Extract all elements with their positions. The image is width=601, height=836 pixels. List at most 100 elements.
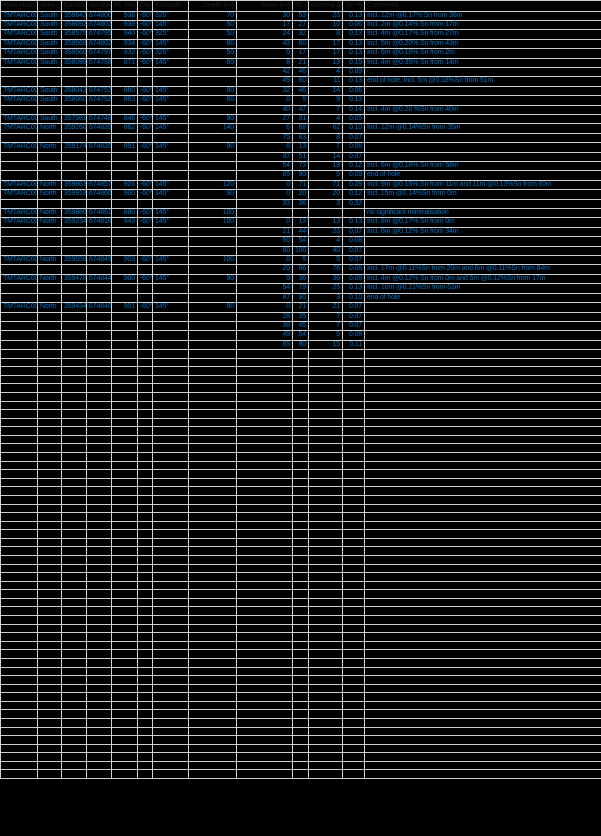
empty-cell[interactable] — [152, 520, 189, 531]
empty-cell[interactable] — [152, 718, 189, 728]
empty-cell[interactable] — [86, 349, 112, 359]
empty-cell[interactable] — [61, 529, 87, 539]
empty-cell[interactable] — [61, 357, 87, 368]
empty-cell[interactable] — [61, 494, 87, 505]
empty-cell[interactable] — [61, 572, 87, 582]
empty-cell[interactable] — [0, 580, 38, 591]
empty-cell[interactable] — [292, 460, 309, 471]
empty-cell[interactable] — [0, 503, 38, 514]
empty-cell[interactable] — [342, 572, 365, 582]
cell-interval[interactable]: 14 — [308, 151, 343, 163]
cell-from[interactable]: 0 — [236, 95, 293, 106]
cell-to[interactable]: 13 — [292, 217, 309, 228]
empty-cell[interactable] — [152, 383, 189, 393]
empty-cell[interactable] — [111, 606, 138, 617]
empty-cell[interactable] — [292, 718, 309, 728]
empty-cell[interactable] — [292, 752, 309, 762]
cell-hole-id[interactable]: TMTARC0044 — [0, 10, 38, 21]
empty-cell[interactable] — [292, 366, 309, 376]
cell-comment[interactable] — [364, 302, 601, 313]
cell-northing[interactable]: 6748402 — [86, 302, 112, 313]
cell-from[interactable]: 0 — [236, 255, 293, 266]
empty-cell[interactable] — [37, 417, 62, 428]
empty-cell[interactable] — [236, 503, 293, 514]
cell-grade[interactable]: 0.07 — [342, 311, 365, 322]
cell-interval[interactable]: 5 — [308, 255, 343, 266]
empty-cell[interactable] — [37, 383, 62, 393]
empty-cell[interactable] — [308, 520, 343, 531]
cell-dip[interactable] — [137, 198, 153, 210]
cell-area[interactable]: North — [37, 208, 62, 219]
cell-hole-id[interactable]: TMTARC0058 — [0, 217, 38, 228]
cell-hole-id[interactable] — [0, 198, 38, 210]
cell-area[interactable] — [37, 292, 62, 304]
empty-cell[interactable] — [308, 580, 343, 591]
empty-cell[interactable] — [137, 529, 153, 539]
cell-comment[interactable] — [364, 330, 601, 341]
empty-cell[interactable] — [292, 700, 309, 711]
cell-dip[interactable]: -60° — [137, 95, 153, 106]
cell-from[interactable]: 0 — [236, 189, 293, 200]
empty-cell[interactable] — [61, 718, 87, 728]
cell-easting[interactable]: 358098 — [61, 57, 87, 68]
cell-northing[interactable] — [86, 160, 112, 172]
cell-grade[interactable]: 0.09 — [342, 179, 365, 191]
cell-comment[interactable]: Incl. 5m @0.20% Sn from 43m — [364, 38, 601, 50]
empty-cell[interactable] — [308, 374, 343, 385]
cell-depth[interactable]: 80 — [188, 85, 237, 97]
cell-easting[interactable]: 358569 — [61, 38, 87, 50]
empty-cell[interactable] — [0, 383, 38, 393]
cell-interval[interactable]: 40 — [308, 245, 343, 257]
empty-cell[interactable] — [37, 400, 62, 411]
cell-grade[interactable]: 0.32 — [342, 198, 365, 210]
empty-cell[interactable] — [308, 426, 343, 436]
cell-grade[interactable]: 0.05 — [342, 113, 365, 125]
cell-northing[interactable]: 6747482 — [86, 113, 112, 125]
empty-cell[interactable] — [137, 709, 153, 719]
cell-grade[interactable] — [342, 208, 365, 219]
empty-cell[interactable] — [0, 760, 38, 771]
cell-azimuth[interactable] — [152, 283, 189, 294]
empty-cell[interactable] — [86, 452, 112, 462]
cell-northing[interactable]: 6748024 — [86, 38, 112, 50]
empty-cell[interactable] — [308, 597, 343, 608]
empty-cell[interactable] — [364, 452, 601, 462]
empty-cell[interactable] — [86, 692, 112, 702]
cell-from[interactable]: 27 — [236, 113, 293, 125]
cell-comment[interactable] — [364, 151, 601, 163]
empty-cell[interactable] — [236, 349, 293, 359]
cell-to[interactable]: 100 — [292, 245, 309, 257]
cell-depth[interactable]: 50 — [188, 48, 237, 59]
cell-grade[interactable]: 0.10 — [342, 123, 365, 134]
empty-cell[interactable] — [308, 589, 343, 599]
empty-cell[interactable] — [308, 623, 343, 634]
empty-cell[interactable] — [61, 417, 87, 428]
cell-rl[interactable]: 938 — [111, 10, 138, 21]
empty-cell[interactable] — [236, 735, 293, 745]
empty-cell[interactable] — [111, 632, 138, 642]
empty-cell[interactable] — [37, 392, 62, 402]
cell-interval[interactable]: 7 — [308, 311, 343, 322]
cell-to[interactable]: 46 — [292, 85, 309, 97]
empty-cell[interactable] — [188, 477, 237, 488]
empty-cell[interactable] — [364, 726, 601, 737]
empty-cell[interactable] — [308, 666, 343, 677]
cell-from[interactable]: 49 — [236, 330, 293, 341]
cell-grade[interactable]: 0.13 — [342, 10, 365, 21]
empty-cell[interactable] — [137, 657, 153, 668]
empty-cell[interactable] — [292, 349, 309, 359]
empty-cell[interactable] — [86, 434, 112, 445]
cell-dip[interactable]: -60° — [137, 208, 153, 219]
empty-cell[interactable] — [236, 649, 293, 659]
cell-comment[interactable] — [364, 66, 601, 78]
empty-cell[interactable] — [86, 520, 112, 531]
cell-hole-id[interactable] — [0, 283, 38, 294]
empty-cell[interactable] — [342, 632, 365, 642]
empty-cell[interactable] — [292, 357, 309, 368]
cell-azimuth[interactable]: 145° — [152, 189, 189, 200]
empty-cell[interactable] — [86, 752, 112, 762]
empty-cell[interactable] — [37, 632, 62, 642]
empty-cell[interactable] — [236, 709, 293, 719]
cell-area[interactable] — [37, 264, 62, 275]
empty-cell[interactable] — [364, 494, 601, 505]
